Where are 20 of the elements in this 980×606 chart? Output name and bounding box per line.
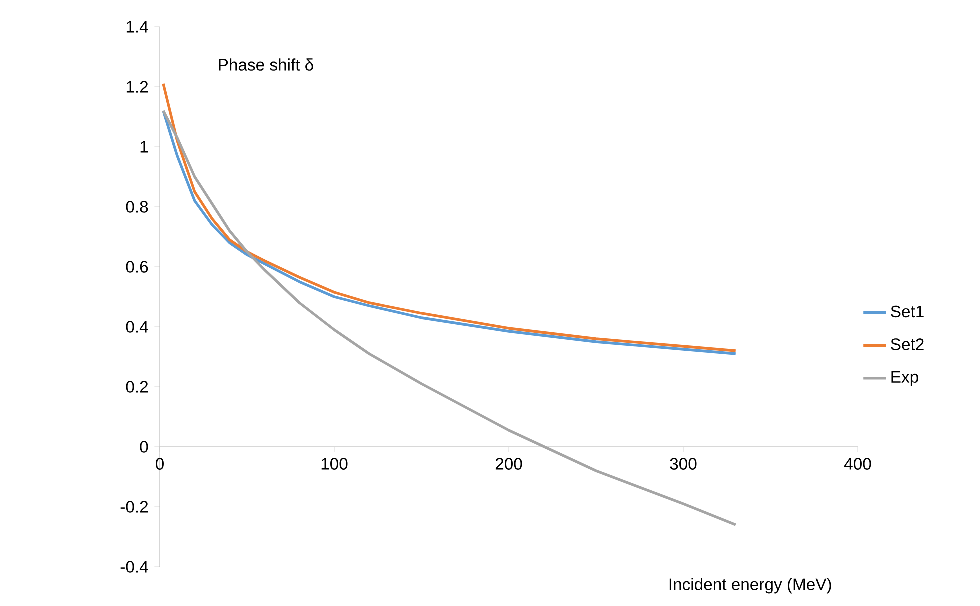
y-tick-label: 0.4 [126, 321, 148, 333]
legend-label: Set1 [891, 306, 924, 318]
x-tick-label: 300 [670, 458, 697, 470]
x-axis-title: Incident energy (MeV) [670, 578, 832, 594]
y-tick-label: 0.2 [126, 381, 148, 393]
y-tick-label: 0.8 [126, 201, 148, 213]
legend-label: Exp [892, 371, 918, 386]
x-tick-label: 400 [844, 458, 872, 470]
y-tick-label: 0 [140, 441, 148, 453]
x-tick-label: 0 [156, 458, 164, 470]
x-tick-label: 200 [496, 458, 522, 470]
y-tick-label: 1.4 [126, 21, 148, 33]
y-tick-label: 1.2 [126, 81, 148, 93]
legend-label: Set2 [891, 338, 924, 350]
y-axis-title: Phase shift δ [219, 58, 314, 71]
y-tick-label: 1 [140, 141, 148, 153]
y-tick-label: -0.4 [120, 561, 148, 573]
y-tick-label: -0.2 [120, 501, 148, 513]
x-tick-label: 100 [322, 458, 348, 470]
y-tick-label: 0.6 [126, 261, 148, 273]
